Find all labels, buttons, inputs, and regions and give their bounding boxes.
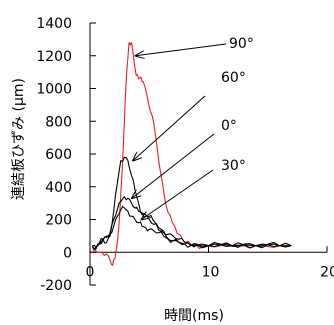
y-tick-label: 1400 <box>36 16 72 32</box>
series-layer <box>91 42 292 266</box>
x-ticks: 0 10 20 <box>86 246 334 280</box>
y-tick-label: -200 <box>40 278 72 294</box>
annotation-label: 90° <box>229 36 254 52</box>
annotation-arrow <box>132 133 215 198</box>
y-tick-label: 200 <box>45 213 72 229</box>
series-line-3 <box>92 196 292 249</box>
y-axis-title: 連結板ひずみ (μm) <box>11 78 27 200</box>
annotation-label: 0° <box>221 118 237 134</box>
y-tick-label: 1200 <box>36 49 72 65</box>
x-axis-title: 時間(ms) <box>164 308 224 324</box>
annotation-arrow <box>141 169 214 220</box>
annotations: 90° 60° 0° 30° <box>132 36 254 220</box>
y-tick-label: 0 <box>63 245 72 261</box>
y-tick-label: 400 <box>45 180 72 196</box>
annotation-label: 60° <box>221 70 246 86</box>
annotation-arrow <box>135 43 227 56</box>
y-ticks: -200 0 200 400 600 800 1000 1200 1400 <box>36 16 96 294</box>
y-tick-label: 600 <box>45 147 72 163</box>
x-tick-label: 10 <box>202 264 220 280</box>
series-line-4 <box>91 205 292 250</box>
x-tick-label: 20 <box>320 264 334 280</box>
x-tick-label: 0 <box>86 264 95 280</box>
series-line-1 <box>91 42 292 266</box>
annotation-label: 30° <box>221 158 246 174</box>
y-tick-label: 1000 <box>36 82 72 98</box>
annotation-arrow <box>133 95 206 161</box>
y-tick-label: 800 <box>45 114 72 130</box>
